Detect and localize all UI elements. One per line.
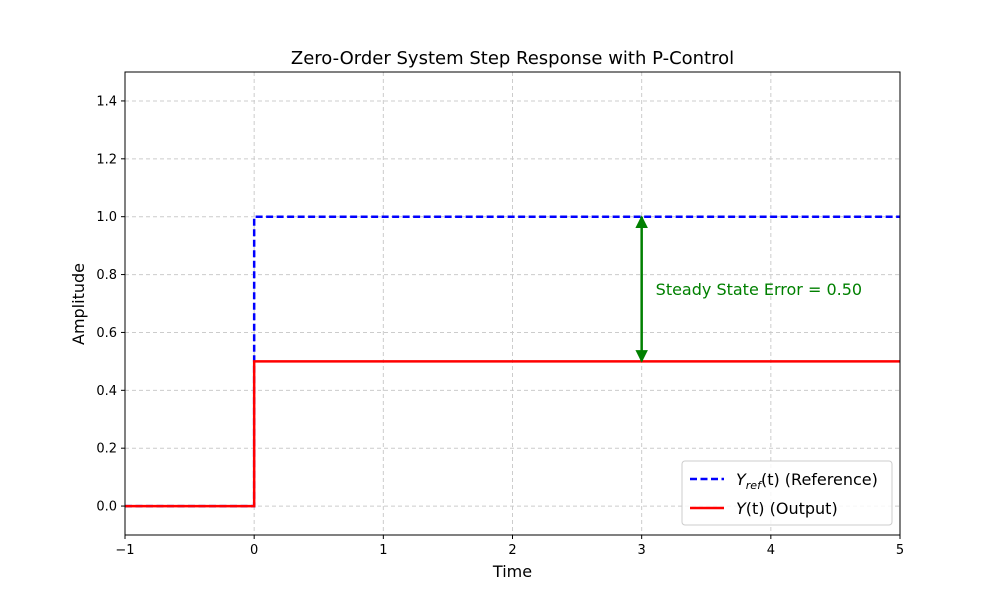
y-tick-label: 1.2 [96, 152, 117, 167]
legend-box [681, 460, 893, 526]
y-tick-label: 0.4 [96, 384, 117, 399]
x-tick-label: −1 [115, 543, 134, 558]
y-tick-label: 1.4 [96, 94, 117, 109]
legend-output-label: Y(t) (Output) [736, 499, 838, 518]
x-tick-label: 2 [508, 543, 516, 558]
y-tick-label: 0.2 [96, 442, 117, 457]
y-axis-label: Amplitude [69, 263, 88, 345]
series-layer [125, 215, 900, 508]
steady-state-error-label: Steady State Error = 0.50 [656, 280, 862, 299]
ticks: −1 0 1 2 3 4 5 0.0 0.2 0.4 0.6 0.8 1.0 1.2 1.4 [96, 94, 904, 558]
x-tick-label: 1 [379, 543, 387, 558]
y-tick-label: 1.0 [96, 210, 117, 225]
x-tick-label: 5 [896, 543, 904, 558]
x-tick-label: 4 [767, 543, 775, 558]
x-tick-label: 0 [250, 543, 258, 558]
x-axis-label: Time [492, 562, 532, 581]
y-tick-label: 0.6 [96, 326, 117, 341]
legend: Yref(t) (Reference) Y(t) (Output) [681, 460, 893, 526]
y-tick-label: 0.0 [96, 500, 117, 515]
legend-reference-label: Yref(t) (Reference) [736, 470, 878, 492]
output-series-line [125, 360, 900, 508]
chart-title: Zero-Order System Step Response with P-C… [291, 48, 734, 69]
annotation-layer: Steady State Error = 0.50 [635, 215, 862, 363]
x-tick-label: 3 [638, 543, 646, 558]
y-tick-label: 0.8 [96, 268, 117, 283]
